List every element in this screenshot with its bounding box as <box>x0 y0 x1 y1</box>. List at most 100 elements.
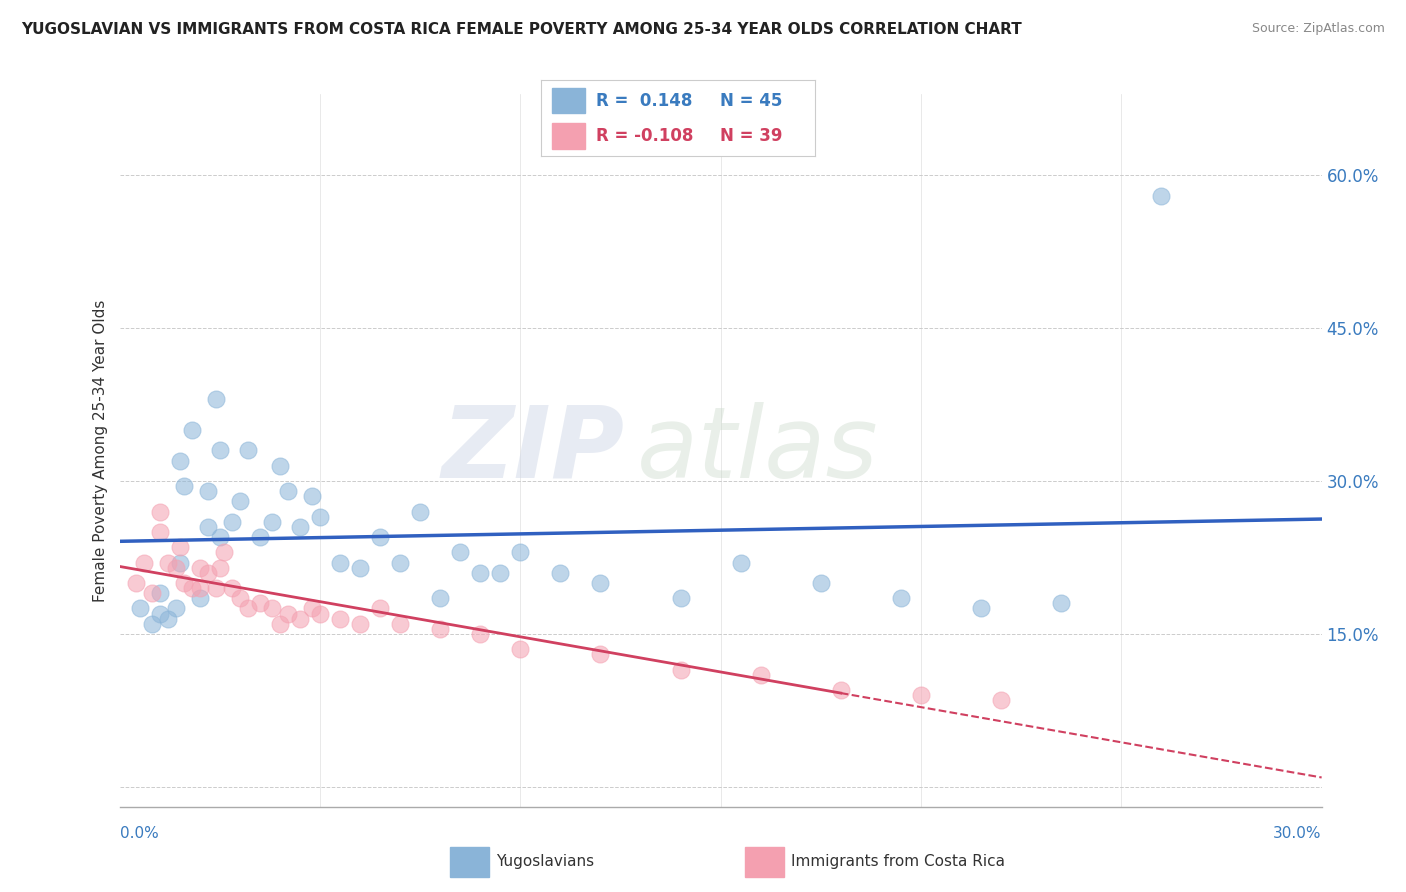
Point <box>204 581 226 595</box>
Y-axis label: Female Poverty Among 25-34 Year Olds: Female Poverty Among 25-34 Year Olds <box>93 300 108 601</box>
Point <box>197 520 219 534</box>
Point <box>188 581 211 595</box>
Bar <box>745 847 785 877</box>
Point <box>277 484 299 499</box>
Point <box>249 596 271 610</box>
Point <box>730 556 752 570</box>
Point <box>124 576 146 591</box>
Text: atlas: atlas <box>637 402 879 499</box>
Point <box>468 566 492 580</box>
Point <box>197 484 219 499</box>
Point <box>301 601 323 615</box>
Point <box>236 443 259 458</box>
Point <box>288 612 311 626</box>
Point <box>277 607 299 621</box>
Text: Source: ZipAtlas.com: Source: ZipAtlas.com <box>1251 22 1385 36</box>
Point <box>1150 188 1173 202</box>
Point <box>236 601 259 615</box>
Bar <box>450 847 489 877</box>
Point <box>509 642 531 657</box>
Point <box>204 392 226 407</box>
Point <box>208 530 231 544</box>
Point <box>669 663 692 677</box>
Point <box>589 576 612 591</box>
Point <box>910 688 932 702</box>
Point <box>188 591 211 606</box>
Point <box>509 545 531 559</box>
Text: YUGOSLAVIAN VS IMMIGRANTS FROM COSTA RICA FEMALE POVERTY AMONG 25-34 YEAR OLDS C: YUGOSLAVIAN VS IMMIGRANTS FROM COSTA RIC… <box>21 22 1022 37</box>
Point <box>309 509 332 524</box>
Point <box>169 556 191 570</box>
Point <box>368 530 391 544</box>
Point <box>188 560 211 574</box>
Point <box>589 648 612 662</box>
Point <box>149 505 172 519</box>
Point <box>269 616 291 631</box>
Point <box>429 591 451 606</box>
Point <box>165 560 187 574</box>
Point <box>429 622 451 636</box>
Text: Yugoslavians: Yugoslavians <box>496 855 593 869</box>
Point <box>468 627 492 641</box>
Point <box>890 591 912 606</box>
Bar <box>553 88 585 113</box>
Text: N = 45: N = 45 <box>720 92 782 110</box>
Point <box>260 515 283 529</box>
Text: 30.0%: 30.0% <box>1274 826 1322 840</box>
Point <box>128 601 150 615</box>
Point <box>449 545 471 559</box>
Text: ZIP: ZIP <box>441 402 624 499</box>
Point <box>301 489 323 503</box>
Point <box>221 515 243 529</box>
Point <box>269 458 291 473</box>
Point <box>349 560 371 574</box>
Point <box>149 586 172 600</box>
Point <box>288 520 311 534</box>
Point <box>212 545 235 559</box>
Point <box>249 530 271 544</box>
Point <box>349 616 371 631</box>
Point <box>180 423 202 437</box>
Point <box>368 601 391 615</box>
Point <box>329 612 352 626</box>
Text: R = -0.108: R = -0.108 <box>596 127 693 145</box>
Point <box>388 556 412 570</box>
Point <box>156 612 179 626</box>
Point <box>489 566 512 580</box>
Point <box>810 576 832 591</box>
Point <box>990 693 1012 707</box>
Point <box>173 576 195 591</box>
Point <box>228 591 252 606</box>
Point <box>180 581 202 595</box>
Point <box>970 601 993 615</box>
Point <box>141 616 163 631</box>
Point <box>169 453 191 467</box>
Point <box>165 601 187 615</box>
Point <box>221 581 243 595</box>
Point <box>228 494 252 508</box>
Point <box>132 556 155 570</box>
Point <box>141 586 163 600</box>
Point <box>156 556 179 570</box>
Point <box>197 566 219 580</box>
Point <box>669 591 692 606</box>
Point <box>260 601 283 615</box>
Point <box>329 556 352 570</box>
Point <box>1050 596 1073 610</box>
Point <box>409 505 432 519</box>
Point <box>830 683 852 698</box>
Text: N = 39: N = 39 <box>720 127 782 145</box>
Point <box>208 443 231 458</box>
Bar <box>553 123 585 149</box>
Text: Immigrants from Costa Rica: Immigrants from Costa Rica <box>790 855 1005 869</box>
Point <box>208 560 231 574</box>
Text: 0.0%: 0.0% <box>120 826 159 840</box>
Point <box>169 541 191 555</box>
Text: R =  0.148: R = 0.148 <box>596 92 693 110</box>
Point <box>309 607 332 621</box>
Point <box>550 566 572 580</box>
Point <box>749 667 772 681</box>
Point <box>388 616 412 631</box>
Point <box>149 524 172 539</box>
Point <box>149 607 172 621</box>
